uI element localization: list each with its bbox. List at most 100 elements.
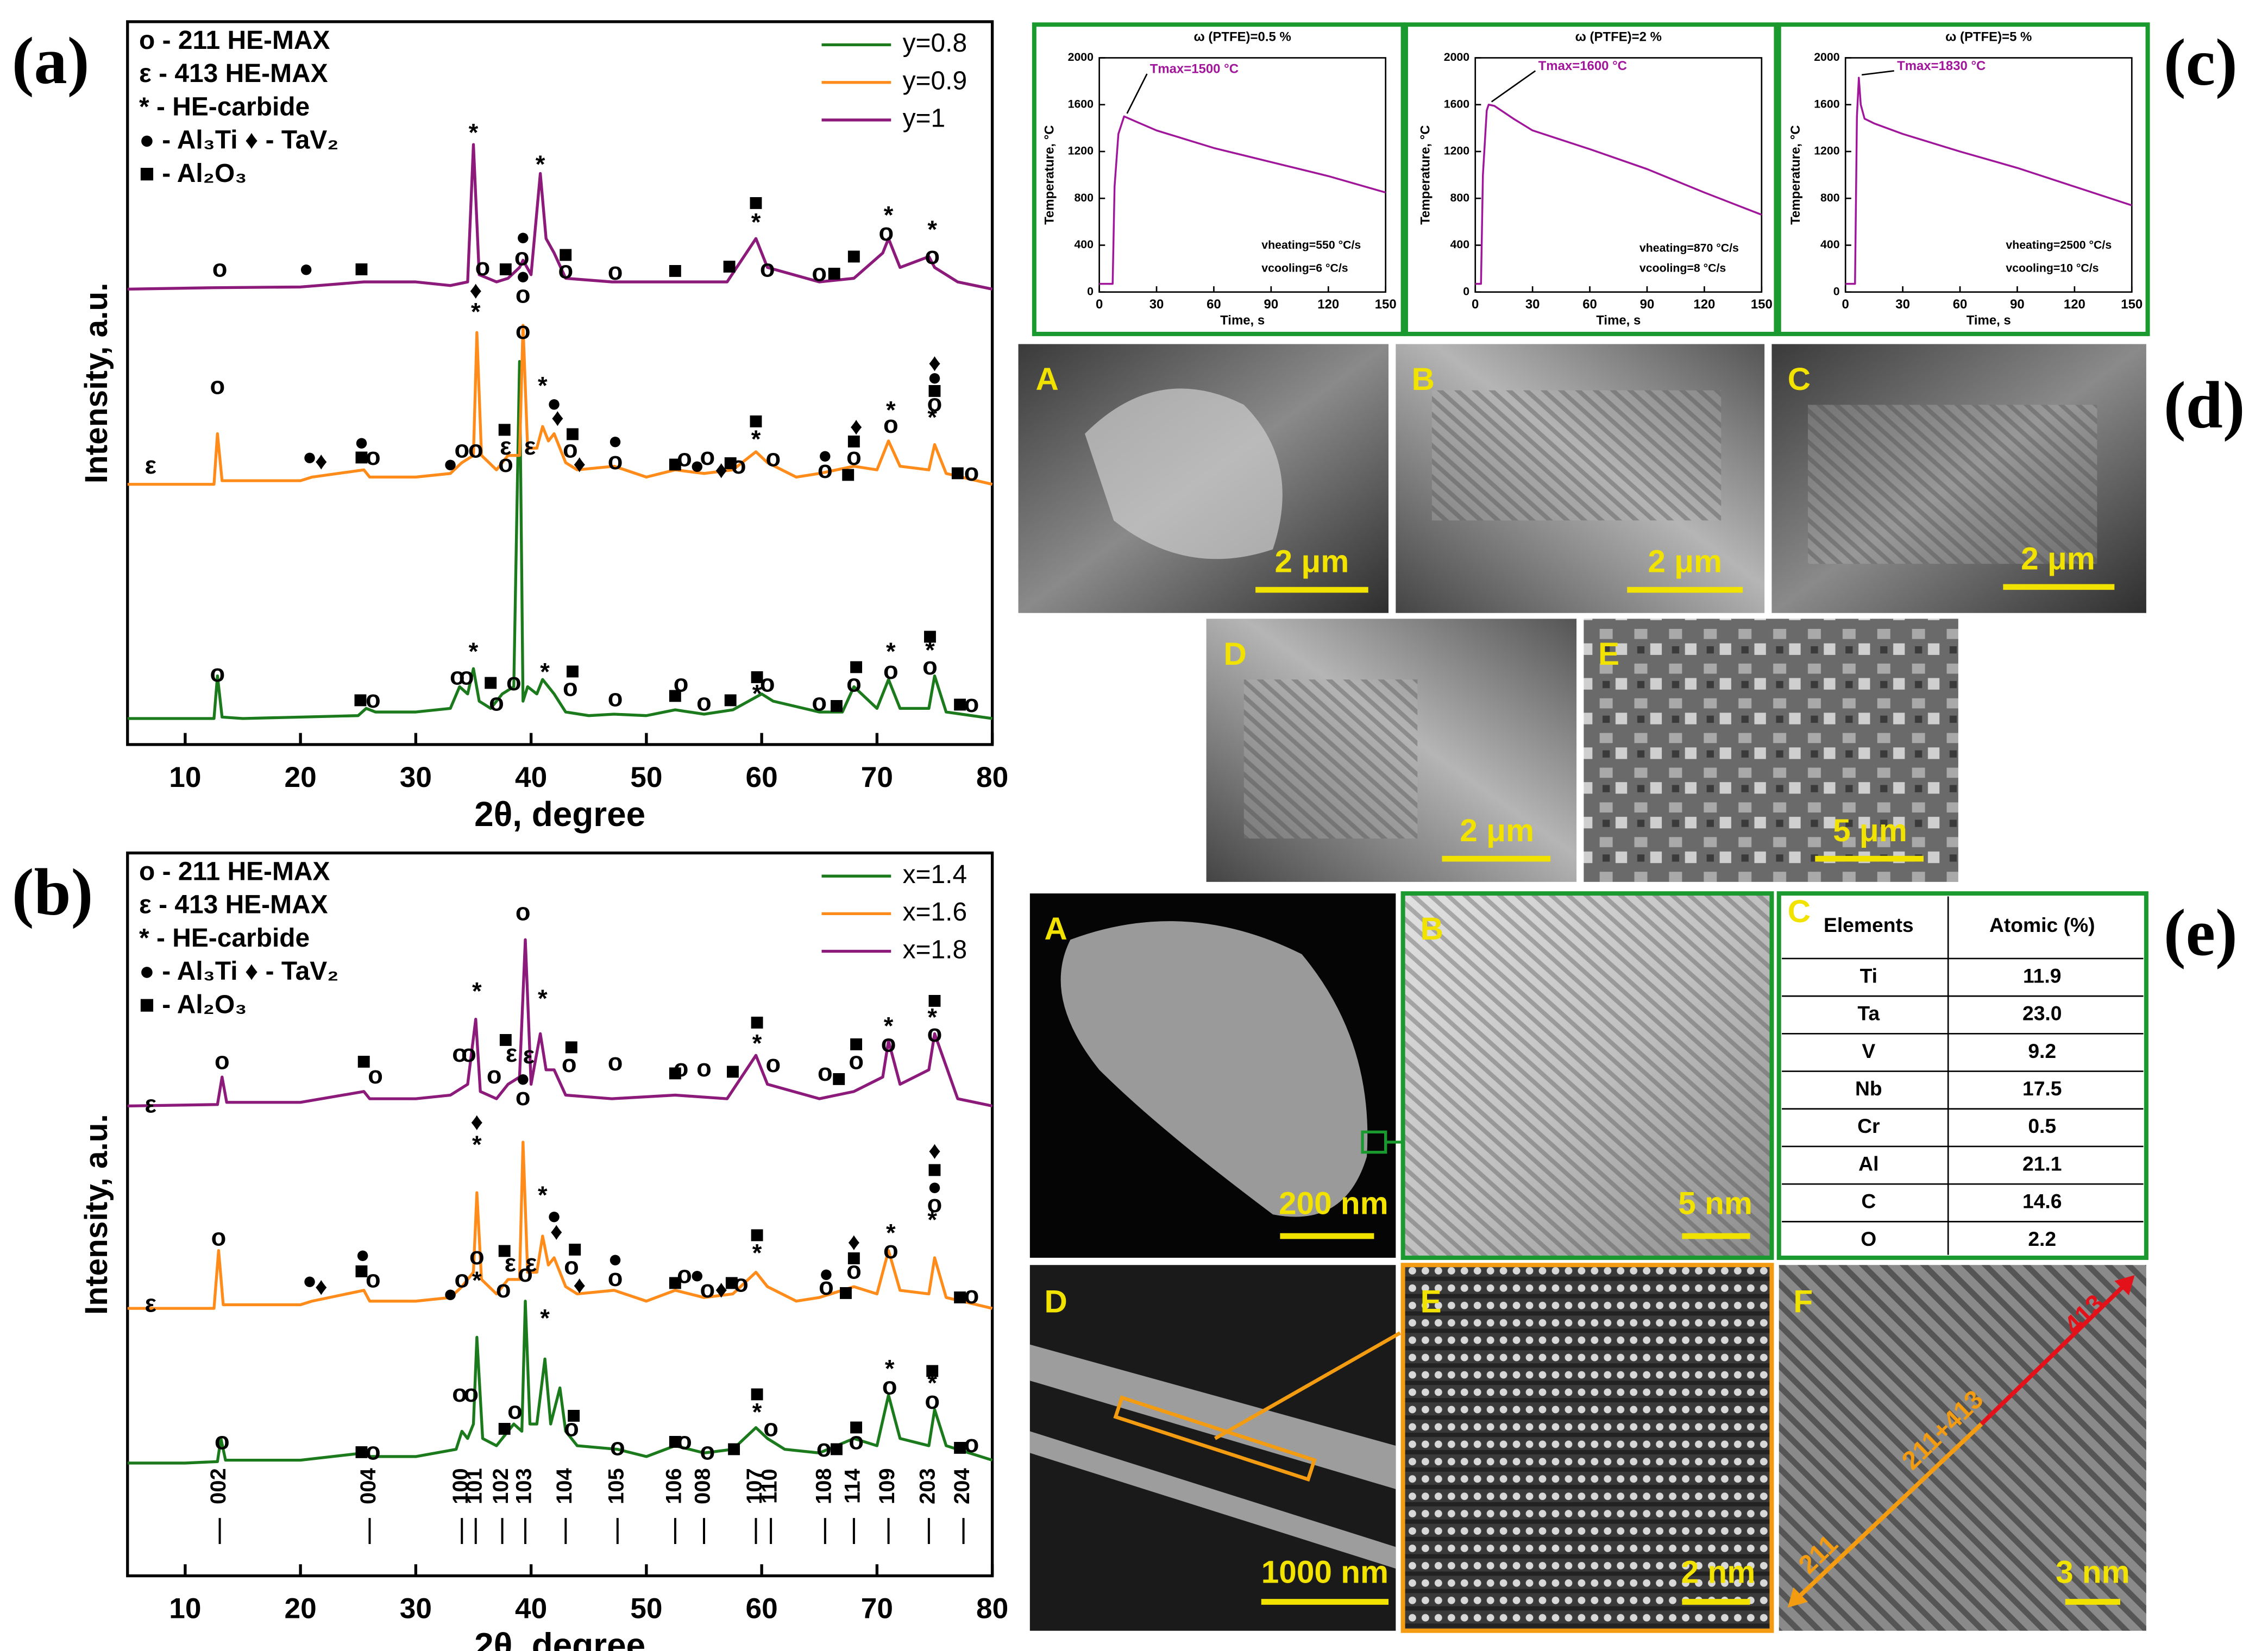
annotation: ■ bbox=[668, 1268, 682, 1296]
tem-particle bbox=[1060, 921, 1368, 1217]
annotation: o bbox=[927, 1019, 943, 1047]
scale-label: 2 μm bbox=[1460, 813, 1534, 848]
annotation: ■ bbox=[724, 1268, 739, 1296]
annotation: o bbox=[812, 688, 827, 716]
annotation: o bbox=[760, 255, 775, 282]
annotation: o bbox=[883, 657, 899, 684]
annotation: * bbox=[886, 1219, 896, 1246]
annotation: ■ bbox=[354, 1257, 369, 1284]
y-axis-title: Intensity, a.u. bbox=[79, 283, 114, 484]
annotation: ■ bbox=[566, 1401, 581, 1429]
annotation: o bbox=[507, 1397, 523, 1425]
y-axis-title: Intensity, a.u. bbox=[79, 1114, 114, 1315]
annotation: ■ bbox=[498, 255, 513, 282]
annotation: ● bbox=[690, 1261, 705, 1288]
hkl-label: 002 bbox=[206, 1468, 230, 1504]
annotation: ■ bbox=[354, 255, 369, 282]
table-cell: Ta bbox=[1857, 1002, 1880, 1025]
chart-title: ω (PTFE)=0.5 % bbox=[1194, 30, 1291, 45]
annotation: * bbox=[925, 637, 935, 664]
sem-feature bbox=[1084, 388, 1283, 559]
annotation: ● bbox=[443, 1280, 457, 1307]
annotation: ● bbox=[302, 443, 317, 470]
annotation: * bbox=[752, 1239, 762, 1267]
annotation: ● bbox=[608, 427, 623, 455]
annotation: ε bbox=[524, 432, 536, 460]
annotation: o bbox=[496, 1275, 511, 1303]
y-axis-title: Temperature, °C bbox=[1418, 125, 1433, 224]
x-tick-label: 30 bbox=[1149, 297, 1164, 312]
annotation: o bbox=[849, 1047, 864, 1075]
hkl-label: 107 bbox=[743, 1468, 767, 1504]
annotation: o bbox=[366, 443, 381, 470]
annotation: ■ bbox=[668, 450, 682, 477]
scale-bars bbox=[1255, 584, 2115, 862]
table-cell: Cr bbox=[1857, 1114, 1880, 1137]
series-line bbox=[1099, 115, 1386, 285]
annotation: o bbox=[812, 259, 827, 287]
x-tick-label: 10 bbox=[169, 761, 201, 793]
annotation: ■ bbox=[568, 1235, 582, 1263]
sem-feature bbox=[1243, 679, 1418, 839]
legend-note: * - HE-carbide bbox=[139, 924, 310, 953]
annotation: ■ bbox=[846, 242, 861, 269]
annotation: o bbox=[514, 243, 530, 270]
frame bbox=[1403, 22, 1779, 336]
annotation: vcooling=10 °C/s bbox=[2006, 262, 2099, 275]
annotation: o bbox=[849, 1427, 864, 1455]
annotation: o bbox=[674, 670, 689, 697]
scale-label: 2 μm bbox=[2021, 541, 2095, 576]
annotation: o bbox=[454, 1265, 469, 1293]
annotation: o bbox=[461, 1039, 476, 1067]
x-tick-label: 10 bbox=[169, 1593, 201, 1625]
annotation: vheating=2500 °C/s bbox=[2006, 238, 2112, 251]
x-tick-label: 30 bbox=[400, 1593, 432, 1625]
legend-label: x=1.4 bbox=[903, 860, 967, 889]
annotation: ■ bbox=[922, 622, 937, 650]
annotation: ■ bbox=[953, 1282, 967, 1310]
plot-frame bbox=[1098, 57, 1387, 293]
y-tick-label: 1200 bbox=[1068, 144, 1094, 157]
y-tick-label: 400 bbox=[1074, 238, 1094, 251]
annotation: ■ bbox=[849, 652, 863, 680]
y-tick-label: 800 bbox=[1820, 191, 1840, 204]
table-cell: Nb bbox=[1855, 1077, 1882, 1100]
table-cell: 17.5 bbox=[2022, 1077, 2062, 1100]
chart-title: ω (PTFE)=5 % bbox=[1945, 30, 2032, 45]
sem-feature bbox=[1807, 405, 2097, 564]
annotation: o bbox=[733, 1269, 749, 1297]
annotation: o bbox=[215, 1047, 230, 1075]
annotation: o bbox=[463, 1379, 479, 1407]
x-tick-label: 40 bbox=[515, 761, 547, 793]
arrow-head bbox=[2114, 1275, 2135, 1296]
annotation: ■ bbox=[722, 251, 737, 279]
legend-label: y=0.8 bbox=[903, 29, 967, 58]
x-tick-label: 90 bbox=[2010, 297, 2025, 312]
x-tick-label: 40 bbox=[515, 1593, 547, 1625]
annotation: ■ bbox=[483, 668, 498, 696]
annotation: ♦ bbox=[850, 412, 863, 440]
annotation: ■ bbox=[846, 1244, 861, 1271]
y-axis-title: Temperature, °C bbox=[1788, 125, 1803, 224]
x-axis-title: 2θ, degree bbox=[474, 795, 645, 834]
annotation: o bbox=[964, 458, 979, 486]
x-tick-label: 80 bbox=[976, 1593, 1008, 1625]
annotation: o bbox=[700, 443, 715, 470]
annotation: * bbox=[927, 1369, 937, 1397]
zoom-arrow bbox=[1214, 1331, 1401, 1440]
peak-label: Tmax=1600 °C bbox=[1538, 59, 1627, 73]
annotation: * bbox=[472, 978, 482, 1005]
annotation: * bbox=[886, 638, 896, 665]
annotation: ♦ bbox=[847, 1227, 860, 1255]
legend-label: y=1 bbox=[903, 104, 946, 133]
legend-note: ● - Al₃Ti ♦ - TaV₂ bbox=[139, 957, 338, 986]
annotation: ■ bbox=[354, 1437, 369, 1465]
annotation: ■ bbox=[953, 690, 967, 717]
scale-label: 2 μm bbox=[1275, 544, 1349, 579]
x-tick-label: 60 bbox=[1582, 297, 1597, 312]
x-tick-label: 120 bbox=[2064, 297, 2085, 312]
image-letter: C bbox=[1788, 894, 1811, 929]
annotation: ■ bbox=[668, 1058, 682, 1086]
